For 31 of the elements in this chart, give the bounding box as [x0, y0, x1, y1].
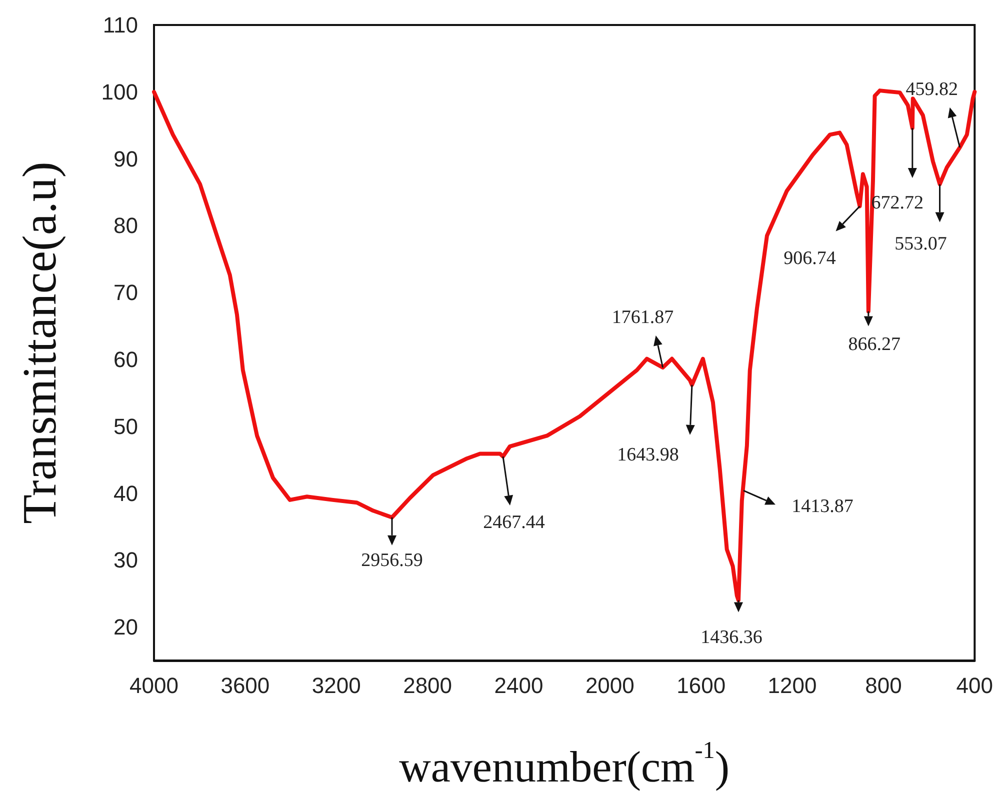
y-tick-label: 100 — [101, 79, 138, 104]
annotation: 866.27 — [848, 334, 901, 355]
annotation: 553.07 — [894, 234, 947, 255]
annotation: 459.82 — [906, 78, 958, 100]
y-tick-label: 60 — [114, 346, 138, 372]
y-tick-label: 20 — [114, 614, 138, 640]
x-tick-label: 400 — [956, 673, 994, 698]
x-tick-label: 3600 — [220, 673, 270, 698]
x-tick-label: 1200 — [768, 673, 817, 698]
y-tick-label: 80 — [114, 213, 138, 238]
y-tick-label: 40 — [114, 480, 138, 506]
x-tick-label: 1600 — [676, 673, 726, 698]
x-tick-label: 2000 — [585, 673, 634, 698]
annotation: 1413.87 — [792, 496, 854, 518]
y-tick-label: 50 — [114, 414, 138, 439]
y-tick-label: 70 — [114, 280, 138, 306]
annotation: 2467.44 — [483, 512, 546, 533]
y-axis-title: Transmittance(a.u) — [14, 162, 66, 524]
y-tick-label: 90 — [114, 146, 138, 172]
y-tick-label: 110 — [102, 12, 138, 38]
x-tick-label: 800 — [865, 673, 902, 698]
x-tick-label: 3200 — [312, 673, 361, 698]
y-tick-label: 30 — [114, 548, 138, 573]
annotation: 1436.36 — [700, 626, 762, 648]
annotation: 2956.59 — [361, 550, 423, 571]
x-tick-label: 2800 — [403, 673, 452, 698]
x-tick-label: 4000 — [130, 673, 178, 698]
annotation: 1761.87 — [612, 307, 674, 328]
x-tick-label: 2400 — [494, 673, 544, 698]
annotation: 1643.98 — [617, 444, 679, 466]
annotation: 906.74 — [784, 248, 836, 269]
